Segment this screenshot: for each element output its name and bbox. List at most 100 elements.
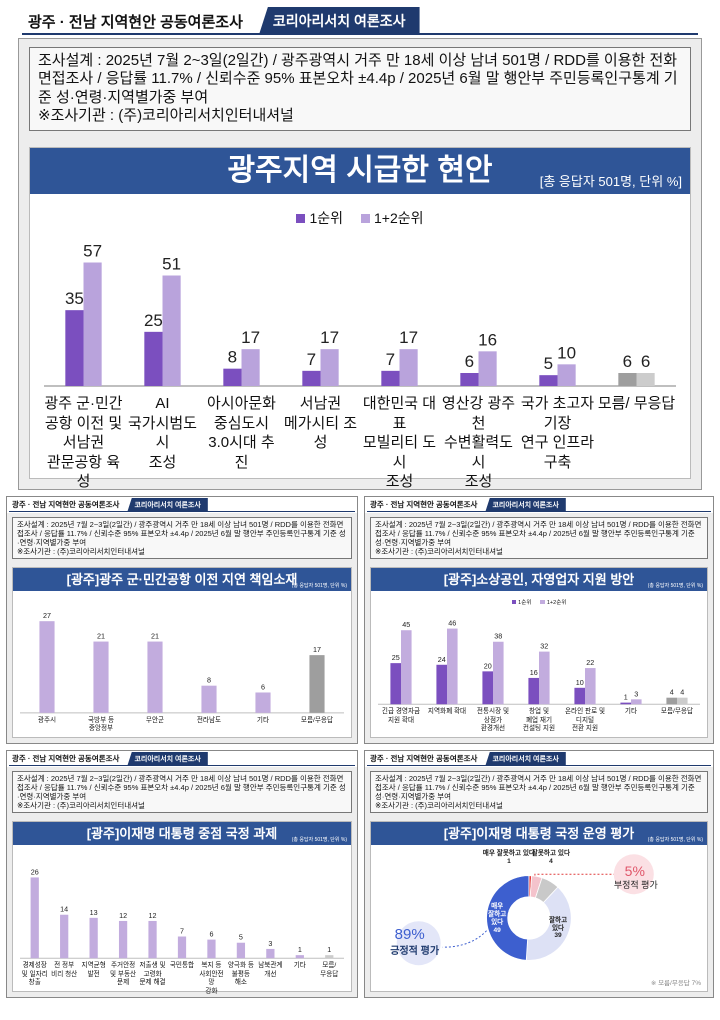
bar [89,917,98,959]
slice-label: 매우 잘못하고 있다 1 [479,850,539,866]
value-label: 17 [241,328,260,347]
legend-label: 1순위 [518,600,532,606]
value-label: 51 [162,255,181,274]
chart [396,854,654,966]
chart-box: [광주]이재명 대통령 국정 운영 평가 (총 응답자 501명, 단위 %) 매우… [370,821,708,992]
value-label: 7 [180,926,184,935]
bar [177,936,187,959]
x-tick-label: 복지 등 사회안전망 강화 [199,962,224,995]
x-tick-label: 아시아문화 중심도시 3.0시대 추진 [206,395,276,471]
survey-design: 조사설계 : 2025년 7월 2~3일(2일간) / 광주광역시 거주 만 1… [375,520,702,548]
bar [236,942,246,959]
x-tick-label: 모름/무응답 [660,708,694,716]
chart-area: 26 14 13 12 12 7 6 5 3 1 1 경제성장 및 일자리 창출 전 정부 비리 청산 지… [13,845,351,995]
x-tick-label: 국민통합 [169,962,195,970]
bar [241,349,260,386]
slice-name: 매우 잘하고 있다 [488,903,507,926]
chart-area: 25 45 24 46 20 38 16 32 10 22 1 3 4 4 1순위 1+2순위 긴급 경영자금 … [371,591,707,737]
value-label: 10 [576,678,584,687]
header-title: 광주 · 전남 지역현안 공동여론조사 [12,754,120,763]
chart-subtitle: (총 응답자 501명, 단위 %) [291,583,347,589]
legend-swatch [361,213,371,223]
x-tick-label: 지역화폐 확대 [427,708,467,716]
value-label: 10 [557,343,576,362]
panel-body: 조사설계 : 2025년 7월 2~3일(2일간) / 광주광역시 거주 만 1… [365,767,713,997]
value-label: 24 [438,655,446,664]
x-tick-label: 모름/무응답 [300,716,334,724]
header-title: 광주 · 전남 지역현안 공동여론조사 [370,754,478,763]
bar [478,351,497,386]
chart-title: [광주]소상공인, 자영업자 지원 방안 [443,572,635,587]
slice-name: 잘하고 있다 [548,916,568,932]
x-tick-label: 서남권 메가시티 조성 [283,395,358,451]
survey-agency: ※조사기관 : (주)코리아리서치인터내셔널 [375,547,503,557]
x-tick-label: 국방부 등 중앙정부 [87,716,115,733]
highlight-positive [396,921,441,966]
bar [539,651,550,705]
chart-title: [광주]이재명 대통령 국정 운영 평가 [443,826,635,841]
survey-note: 조사설계 : 2025년 7월 2~3일(2일간) / 광주광역시 거주 만 1… [29,47,691,131]
value-label: 6 [641,352,650,371]
survey-design: 조사설계 : 2025년 7월 2~3일(2일간) / 광주광역시 거주 만 1… [38,52,678,106]
chart-box: [광주]소상공인, 자영업자 지원 방안 (총 응답자 501명, 단위 %) 25… [370,567,708,738]
legend-swatch [296,213,306,223]
bar [666,697,677,705]
x-tick-label: 광주 군·민간 공항 이전 및 서남권 관문공항 육성 [44,395,123,490]
panel-header: 광주 · 전남 지역현안 공동여론조사 코리아리서치 여론조사 [22,7,698,35]
value-label: 21 [151,632,159,641]
bar [436,664,447,705]
x-tick-label: 기타 [256,716,270,724]
value-label: 7 [386,350,395,369]
panel: 광주 · 전남 지역현안 공동여론조사 코리아리서치 여론조사 조사설계 : 202… [6,750,358,998]
value-label: 16 [478,330,497,349]
chart-box: 광주지역 시급한 현안 [총 응답자 501명, 단위 %] 35 57 25 51 8 17… [29,147,691,490]
survey-note: 조사설계 : 2025년 7월 2~3일(2일간) / 광주광역시 거주 만 1… [370,771,708,813]
bar [266,948,275,959]
value-label: 12 [119,911,127,920]
x-tick-label: 모름/ 무응답 [320,962,339,978]
bar [60,914,69,959]
value-label: 6 [261,682,265,691]
legend-label: 1+2순위 [546,600,567,606]
value-label: 17 [313,645,321,654]
legend-swatch [511,599,517,605]
annotation-positive: 89% [394,926,425,944]
slice-label: 매우 잘하고 있다 49 [467,903,527,935]
value-label: 14 [60,905,68,914]
chart-title: [광주]이재명 대통령 중점 국정 과제 [86,826,278,841]
chart: 26 14 13 12 12 7 6 5 3 1 1 [20,867,344,959]
value-label: 3 [634,689,638,698]
bar [585,668,596,705]
bar [201,685,217,713]
value-label: 45 [402,620,410,629]
legend: 1순위 1+2순위 [371,598,707,606]
bar [528,677,539,705]
chart-title-bar: [광주]광주 군·민간공항 이전 지연 책임소재 (총 응답자 501명, 단위 … [13,568,351,591]
value-label: 25 [144,311,163,330]
bar [144,331,163,386]
value-label: 7 [307,350,316,369]
value-label: 20 [484,661,492,670]
panel-header: 광주 · 전남 지역현안 공동여론조사 코리아리서치 여론조사 [9,497,355,512]
x-tick-label: 기타 [624,708,638,716]
bar [390,663,401,705]
x-tick-label: 창업 및 폐업 재기 컨설팅 지원 [522,708,556,733]
x-tick-label: 국가 초고자기장 연구 인프라 구축 [520,395,595,471]
x-tick-label: 영산강 광주천 수변활력도시 조성 [441,395,516,490]
chart-subtitle: (총 응답자 501명, 단위 %) [291,837,347,843]
value-label: 17 [320,328,339,347]
bar [618,373,637,386]
bar [30,877,39,959]
slice-label: 잘하고 있다 39 [528,917,588,941]
bar [482,671,493,705]
value-label: 25 [392,653,400,662]
bar [39,621,55,713]
slice-name: 매우 잘못하고 있다 [482,849,535,857]
panel-header: 광주 · 전남 지역현안 공동여론조사 코리아리서치 여론조사 [367,497,711,512]
value-label: 38 [494,632,502,641]
chart-title-bar: [광주]소상공인, 자영업자 지원 방안 (총 응답자 501명, 단위 %) [371,568,707,591]
slice-name: 잘못하고 있다 [531,849,571,857]
bar [207,939,216,959]
